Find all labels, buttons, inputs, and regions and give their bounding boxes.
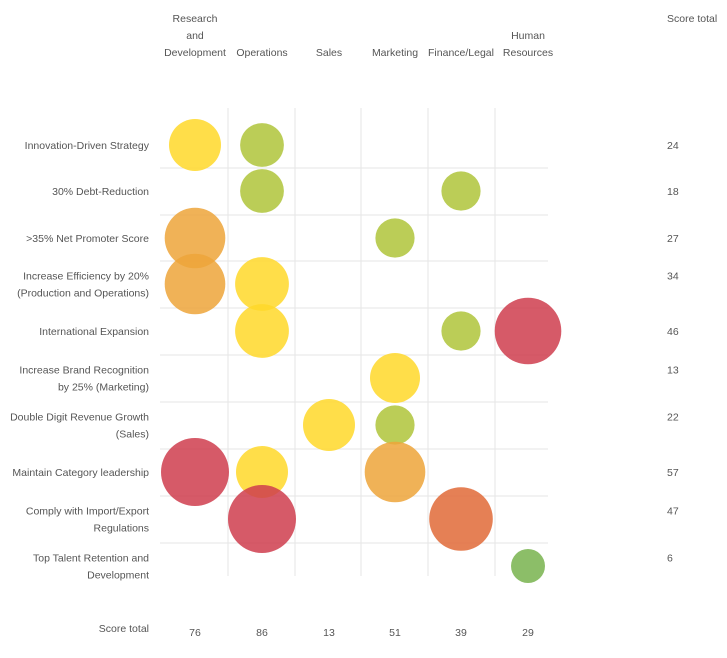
bubble [240, 123, 284, 167]
labels: Research and Development Operations Sales Mar… [10, 13, 717, 639]
bubble [441, 171, 481, 211]
bubble [364, 441, 426, 503]
column-total-header: Score total [99, 623, 149, 635]
row-total-value: 22 [667, 412, 679, 424]
bubble [236, 446, 288, 498]
row-total-value: 47 [667, 506, 679, 518]
row-label: Increase Brand Recognition by 25% (Market… [19, 365, 149, 394]
column-total-value: 39 [455, 627, 467, 639]
bubble [375, 405, 415, 445]
row-label: Comply with Import/Export Regulations [26, 506, 149, 535]
bubble [429, 487, 493, 551]
bubble [441, 311, 481, 351]
column-total-value: 13 [323, 627, 335, 639]
grid-lines [160, 108, 548, 576]
row-label: Double Digit Revenue Growth (Sales) [10, 412, 149, 441]
bubble [303, 399, 355, 451]
bubble [235, 257, 289, 311]
bubble [164, 253, 226, 315]
column-total-value: 86 [256, 627, 268, 639]
bubbles [161, 119, 562, 583]
column-header-label: Marketing [372, 47, 418, 59]
bubble [169, 119, 221, 171]
column-total-value: 76 [189, 627, 201, 639]
bubble [240, 169, 284, 213]
row-total-header: Score total [667, 13, 717, 25]
column-header-label: Finance/Legal [428, 47, 494, 59]
column-total-value: 51 [389, 627, 401, 639]
row-label: International Expansion [39, 326, 149, 338]
bubble [164, 207, 226, 269]
row-total-value: 13 [667, 365, 679, 377]
row-total-value: 27 [667, 233, 679, 245]
column-header-label: Sales [316, 47, 342, 59]
row-label: >35% Net Promoter Score [26, 233, 149, 245]
row-total-value: 57 [667, 467, 679, 479]
row-label: Top Talent Retention and Development [33, 553, 149, 582]
bubble [370, 353, 420, 403]
row-total-value: 34 [667, 271, 679, 283]
row-total-value: 6 [667, 553, 673, 565]
bubble [161, 438, 229, 506]
bubble [511, 549, 545, 583]
column-header-label: Human Resources [503, 30, 553, 59]
column-total-value: 29 [522, 627, 534, 639]
row-label: Increase Efficiency by 20% (Production an… [17, 271, 149, 300]
bubble [494, 297, 562, 365]
bubble [228, 485, 296, 553]
row-total-value: 24 [667, 140, 679, 152]
column-header-label: Research and Development [164, 13, 226, 59]
bubble [375, 218, 415, 258]
bubble [235, 304, 289, 358]
row-total-value: 46 [667, 326, 679, 338]
column-header-label: Operations [236, 47, 287, 59]
row-total-value: 18 [667, 186, 679, 198]
row-label: Innovation-Driven Strategy [25, 140, 150, 152]
row-label: Maintain Category leadership [12, 467, 149, 479]
row-label: 30% Debt-Reduction [52, 186, 149, 198]
